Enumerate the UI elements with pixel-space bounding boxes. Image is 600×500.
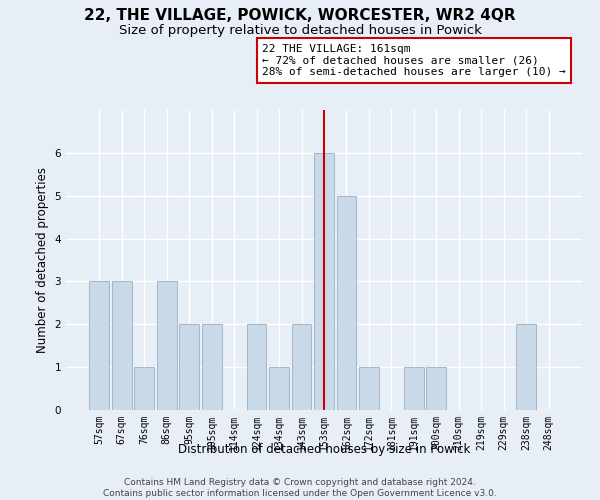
Text: 22, THE VILLAGE, POWICK, WORCESTER, WR2 4QR: 22, THE VILLAGE, POWICK, WORCESTER, WR2 … xyxy=(84,8,516,22)
Bar xyxy=(359,367,379,410)
Bar xyxy=(314,153,334,410)
Bar xyxy=(157,282,176,410)
Text: Distribution of detached houses by size in Powick: Distribution of detached houses by size … xyxy=(178,442,470,456)
Text: Size of property relative to detached houses in Powick: Size of property relative to detached ho… xyxy=(119,24,481,37)
Bar xyxy=(269,367,289,410)
Bar xyxy=(247,324,266,410)
Text: Contains HM Land Registry data © Crown copyright and database right 2024.
Contai: Contains HM Land Registry data © Crown c… xyxy=(103,478,497,498)
Bar xyxy=(112,282,131,410)
Bar xyxy=(134,367,154,410)
Bar xyxy=(517,324,536,410)
Bar xyxy=(337,196,356,410)
Bar xyxy=(202,324,221,410)
Text: 22 THE VILLAGE: 161sqm
← 72% of detached houses are smaller (26)
28% of semi-det: 22 THE VILLAGE: 161sqm ← 72% of detached… xyxy=(262,44,566,77)
Bar xyxy=(292,324,311,410)
Bar xyxy=(427,367,446,410)
Y-axis label: Number of detached properties: Number of detached properties xyxy=(36,167,49,353)
Bar xyxy=(179,324,199,410)
Bar xyxy=(404,367,424,410)
Bar xyxy=(89,282,109,410)
